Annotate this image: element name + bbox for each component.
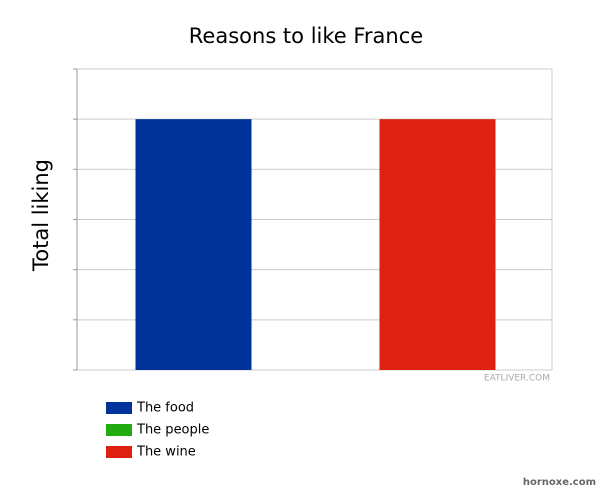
legend-label: The wine: [136, 445, 196, 460]
legend-label: The people: [136, 423, 209, 438]
y-axis-label: Total liking: [29, 159, 53, 272]
bar: [135, 119, 252, 371]
legend-swatch: [106, 424, 132, 436]
watermark: EATLIVER.COM: [484, 374, 550, 384]
legend-swatch: [106, 402, 132, 414]
legend-label: The food: [136, 401, 194, 416]
site-mark: hornoxe.com: [523, 477, 596, 488]
legend-swatch: [106, 446, 132, 458]
chart-title: Reasons to like France: [189, 24, 423, 48]
bar: [379, 119, 496, 371]
